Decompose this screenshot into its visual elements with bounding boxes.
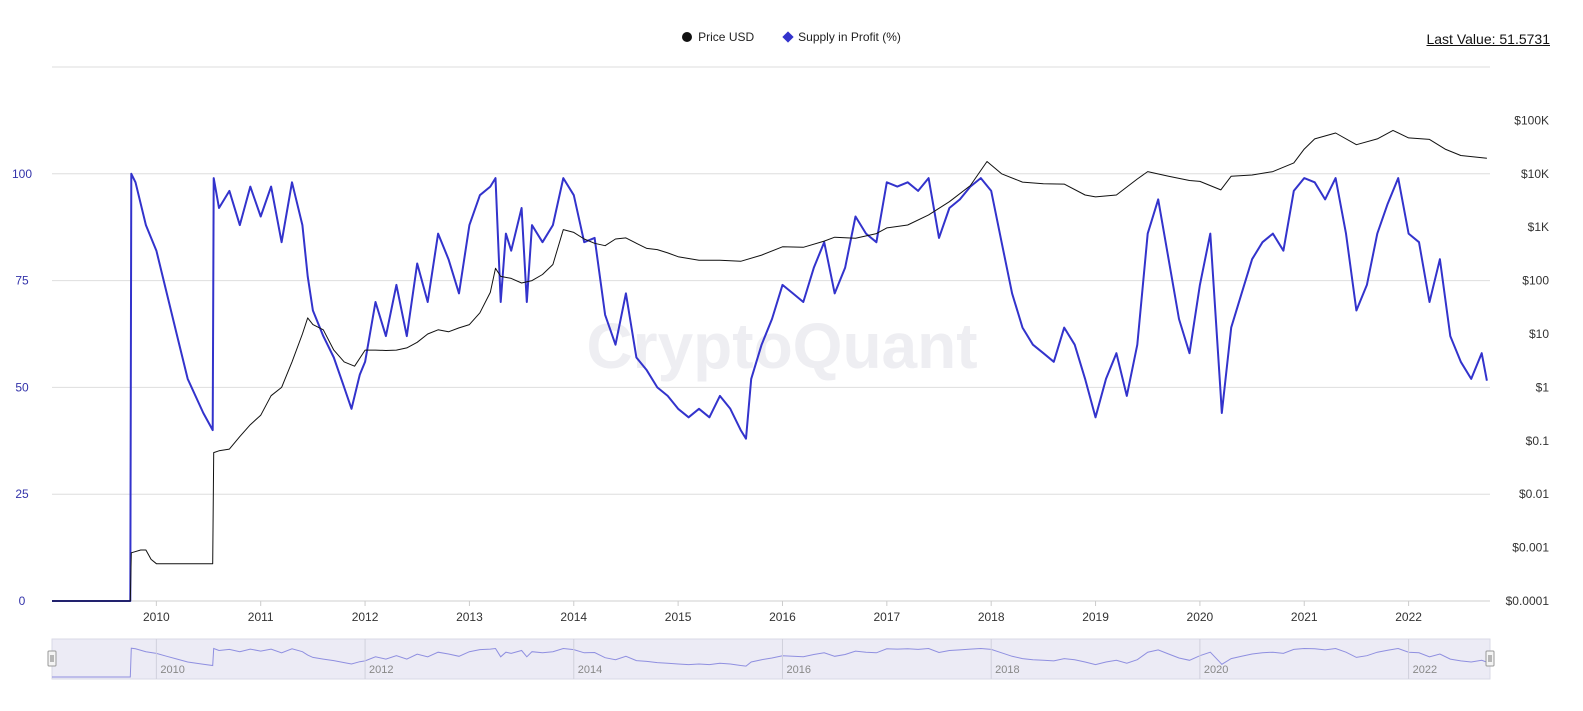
chart-grid [52,66,1490,602]
last-value-link[interactable]: Last Value: 51.5731 [1426,31,1550,47]
left-tick-label: 0 [19,594,26,608]
right-tick-label: $0.1 [1526,434,1550,448]
x-tick-label: 2015 [665,610,692,624]
right-tick-label: $0.001 [1512,541,1549,555]
navigator-tick-label: 2014 [578,664,602,676]
price-usd-line [52,129,1487,602]
legend-item-price[interactable]: Price USD [682,30,754,44]
navigator-range[interactable] [51,638,1491,680]
x-tick-label: 2019 [1082,610,1109,624]
x-tick-label: 2021 [1291,610,1318,624]
legend-price-label: Price USD [698,30,755,44]
legend-price-marker [682,32,693,42]
x-tick-label: 2012 [352,610,379,624]
right-tick-label: $10 [1529,327,1549,341]
left-axis: 0 25 50 75 100 [12,167,32,608]
x-tick-label: 2018 [978,610,1005,624]
x-tick-label: 2014 [560,610,587,624]
left-tick-label: 100 [12,167,32,181]
x-tick-label: 2022 [1395,610,1422,624]
right-tick-label: $0.0001 [1506,594,1550,608]
supply-in-profit-line [52,172,1488,602]
x-axis: 2010 2011 2012 2013 2014 2015 2016 2017 2018 2019… [143,601,1422,624]
x-tick-label: 2016 [769,610,796,624]
navigator: 2010 2012 2014 2016 2018 2020 2022 [47,638,1495,680]
navigator-tick-label: 2022 [1413,664,1437,676]
right-axis: $0.0001 $0.001 $0.01 $0.1 $1 $10 $100 $1K $10K $1… [1506,113,1550,608]
navigator-series-line [52,647,1488,678]
navigator-tick-label: 2010 [160,664,184,676]
left-tick-label: 75 [15,274,29,288]
watermark: CryptoQuant [586,310,977,382]
legend-supply-label: Supply in Profit (%) [798,30,901,44]
series-price-usd [52,129,1487,602]
chart-legend: Price USD Supply in Profit (%) [0,30,1583,44]
right-tick-label: $100 [1522,274,1549,288]
x-tick-label: 2010 [143,610,170,624]
navigator-handle-left[interactable] [47,650,57,667]
navigator-tick-label: 2016 [786,664,810,676]
x-tick-label: 2011 [248,610,274,624]
navigator-tick-label: 2018 [995,664,1019,676]
series-supply-in-profit [52,172,1488,602]
right-tick-label: $1K [1528,220,1549,234]
x-tick-label: 2020 [1187,610,1214,624]
x-tick-label: 2013 [456,610,483,624]
right-tick-label: $0.01 [1519,487,1549,501]
left-tick-label: 25 [15,487,29,501]
navigator-tick-label: 2020 [1204,664,1228,676]
right-tick-label: $10K [1521,167,1549,181]
navigator-tick-label: 2012 [369,664,393,676]
right-tick-label: $100K [1514,113,1549,127]
x-tick-label: 2017 [873,610,900,624]
legend-item-supply[interactable]: Supply in Profit (%) [782,30,901,44]
right-tick-label: $1 [1536,380,1550,394]
navigator-handle-right[interactable] [1485,650,1495,667]
left-tick-label: 50 [15,380,29,394]
